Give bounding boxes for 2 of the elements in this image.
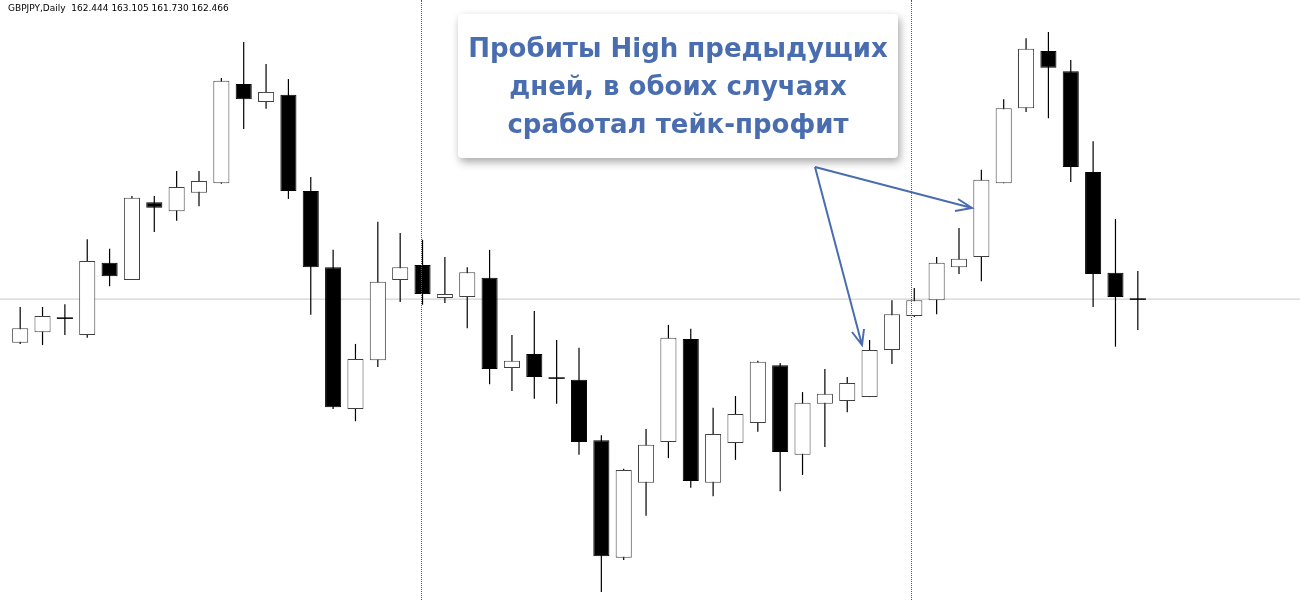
chart-title: GBPJPY,Daily 162.444 163.105 161.730 162.466 <box>8 3 229 13</box>
annotation: Пробиты High предыдущих дней, в обоих случаях сработал тейк-профит <box>458 14 898 158</box>
